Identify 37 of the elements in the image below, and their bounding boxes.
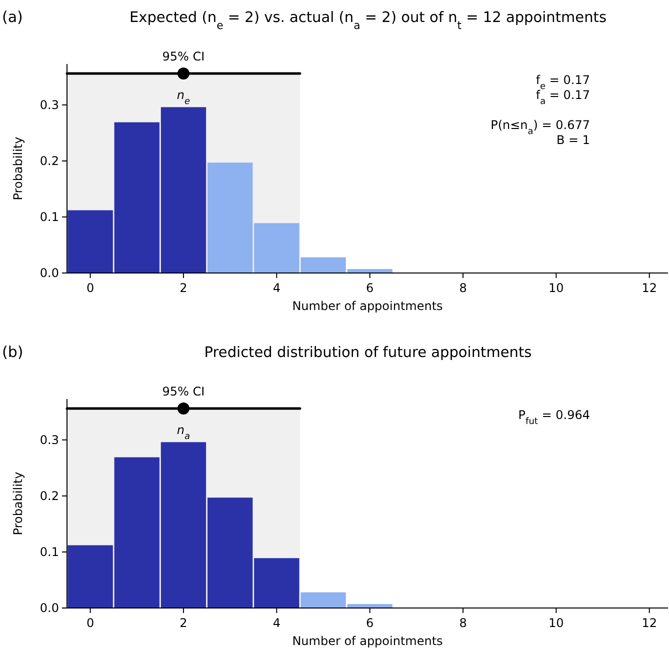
x-tick-label: 0 [86,616,94,630]
y-tick-label: 0.3 [40,433,59,448]
x-axis-title: Number of appointments [292,299,443,313]
x-tick-label: 6 [366,616,374,630]
annotation: P$_{fut}$ = 0.964 [518,408,590,427]
x-tick-label: 10 [548,616,564,630]
x-tick-label: 12 [642,616,658,630]
annotation: n$_{a}$ [176,423,190,442]
x-tick-label: 6 [366,281,374,295]
y-tick-label: 0.2 [40,489,59,504]
y-tick-label: 0.0 [40,266,59,280]
chart-title: Predicted distribution of future appointments [204,345,532,361]
x-tick-label: 8 [459,281,467,295]
x-tick-label: 10 [548,281,564,295]
x-tick-label: 4 [272,281,280,295]
y-tick-label: 0.0 [40,601,59,616]
y-axis-title: Probability [11,472,25,536]
y-tick-label: 0.1 [40,545,59,560]
y-tick-label: 0.3 [40,98,59,112]
x-tick-label: 2 [180,281,188,295]
text: (a) [2,8,23,26]
band-label: 95% CI [162,50,205,64]
x-tick-label: 0 [86,281,94,295]
text: (b) [2,343,24,361]
y-tick-label: 0.1 [40,210,59,224]
y-tick-label: 0.2 [40,154,59,168]
x-tick-label: 8 [459,616,467,630]
y-axis-title: Probability [11,136,25,200]
annotation: B = 1 [556,133,590,147]
x-tick-label: 4 [272,616,280,630]
annotation: n$_{e}$ [176,88,191,108]
x-axis-title: Number of appointments [292,634,443,648]
chart-title: Expected (n$_{e}$ = 2) vs. actual (n$_{a}$ = 2) out of n$_{t}$ = 12 appointments [129,10,607,32]
annotation: f$_{a}$ = 0.17 [536,88,590,107]
band-label: 95% CI [162,384,205,399]
x-tick-label: 2 [180,616,188,630]
x-tick-label: 12 [642,281,658,295]
